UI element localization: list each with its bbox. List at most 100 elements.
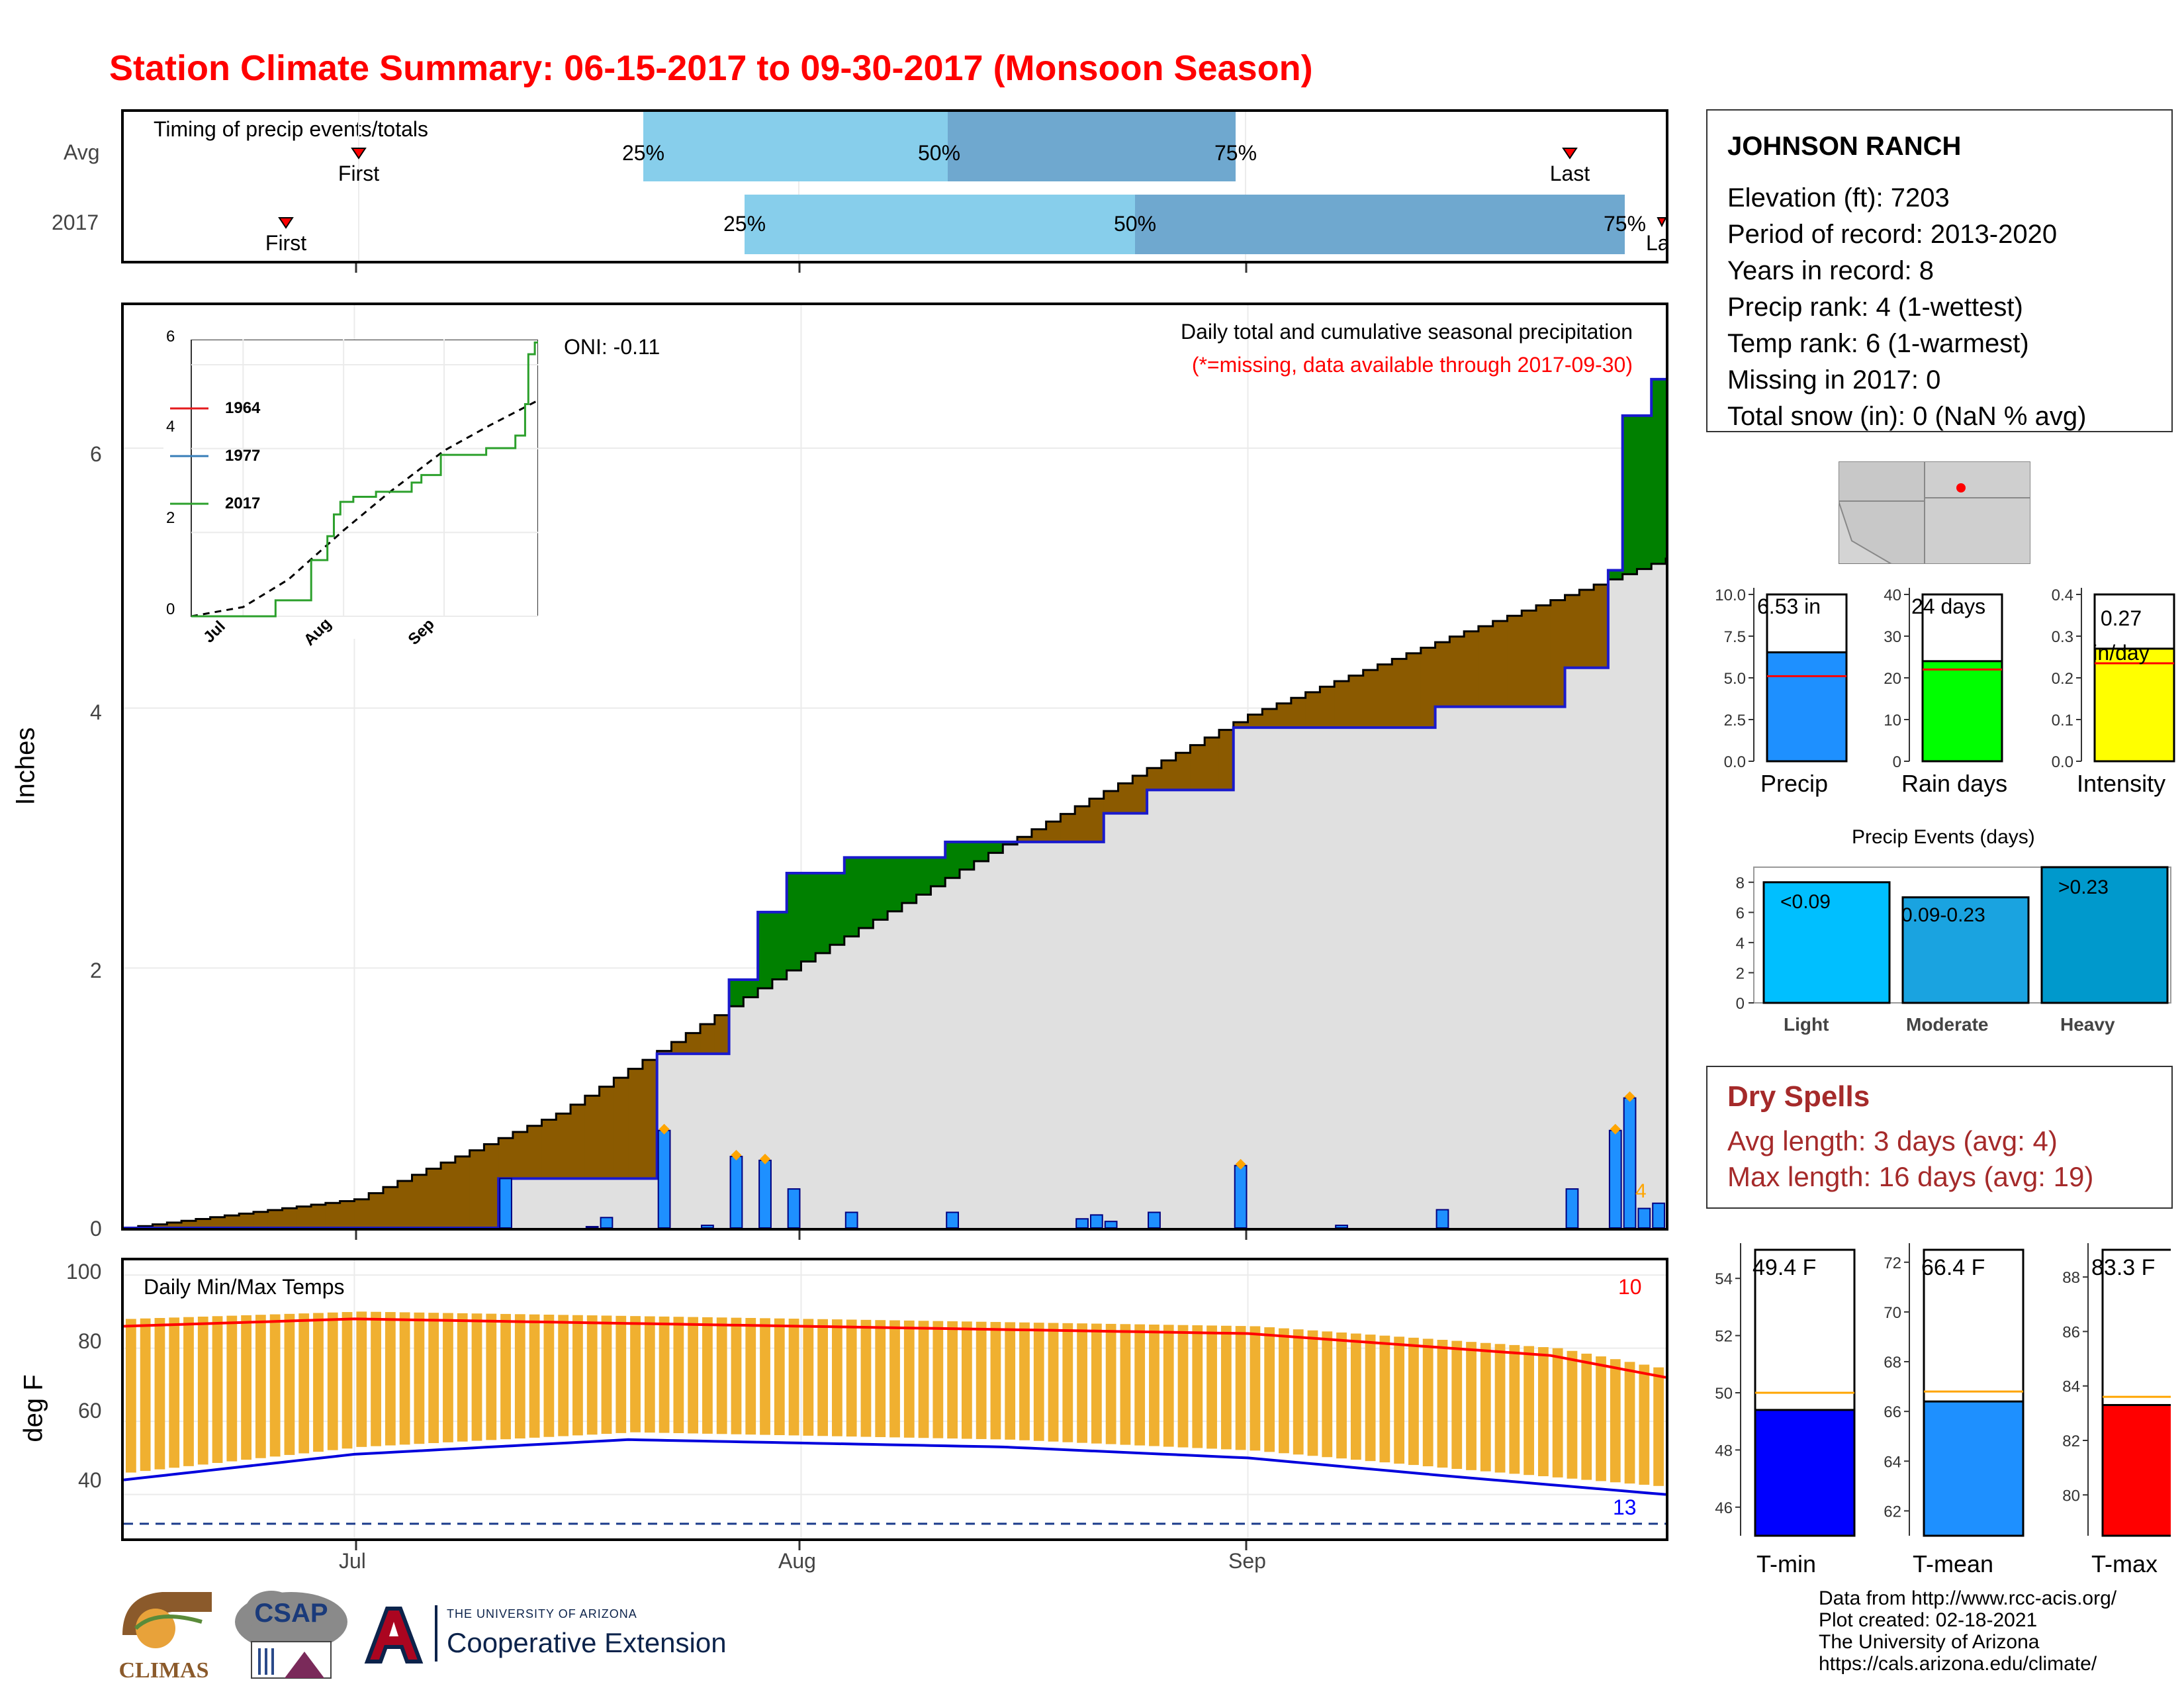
timing-chart: First Last 25% 50% 75% First La 25% 50% … (265, 112, 1666, 261)
deficit-band (671, 1042, 686, 1054)
deficit-band (1060, 814, 1075, 842)
deficit-band (152, 1224, 167, 1228)
precip-ytick-4: 4 (90, 700, 102, 724)
temp-range-bar (126, 1319, 136, 1473)
events-bar (2040, 866, 2169, 1004)
temp-range-bar (1350, 1333, 1361, 1460)
deficit-band (1017, 837, 1032, 842)
mini-tmin-xlabel: T-min (1756, 1550, 1816, 1577)
deficit-band (570, 1104, 586, 1179)
deficit-band (469, 1150, 484, 1228)
daily-precip-bar (1089, 1214, 1103, 1228)
temp-range-bar (1494, 1344, 1506, 1473)
mini-precip-bar (1921, 660, 2003, 763)
precip-ytick-6: 6 (90, 442, 102, 466)
temp-range-bar (947, 1321, 958, 1439)
temp-range-bar (903, 1320, 915, 1438)
extreme-marker (1624, 1091, 1635, 1102)
temp-range-bar (933, 1321, 944, 1438)
deficit-band (412, 1174, 427, 1228)
ua-small-label: THE UNIVERSITY OF ARIZONA (447, 1607, 637, 1620)
events-tick-label: 6 (1736, 904, 1745, 922)
inset-legend-1977: 1977 (225, 447, 261, 465)
surplus-band (887, 857, 903, 912)
mini-temp-bar (2101, 1404, 2171, 1537)
mini-precip-tick-label: 0.0 (1724, 753, 1746, 771)
temp-range-bar (529, 1314, 540, 1438)
mini-temp-tick-label: 52 (1715, 1328, 1733, 1346)
temp-range-bar (500, 1313, 511, 1440)
deficit-band (1161, 760, 1177, 790)
deficit-band (282, 1208, 297, 1228)
deficit-band (1218, 729, 1234, 790)
xtick-sep: Sep (1228, 1549, 1266, 1573)
deficit-band (1594, 585, 1609, 668)
temp-range-bar (976, 1321, 987, 1439)
daily-precip-bar (1148, 1211, 1161, 1228)
temp-range-bar (803, 1319, 814, 1436)
mini-precip-tick-label: 0.2 (2052, 670, 2073, 688)
inset-ytick-6: 6 (166, 328, 175, 346)
temp-range-bar (1538, 1347, 1549, 1477)
deficit-band (1565, 594, 1580, 668)
temp-range-bar (1048, 1323, 1059, 1442)
temp-range-bar (414, 1312, 425, 1444)
mini-precip-tick-label: 2.5 (1724, 712, 1746, 729)
csap-logo: CSAP (232, 1585, 351, 1685)
mini-temp-tick-label: 48 (1715, 1442, 1733, 1460)
temp-range-bar (760, 1318, 770, 1435)
temp-range-bar (284, 1313, 295, 1455)
temp-range-bar (990, 1322, 1001, 1440)
events-heavy-label: Heavy (2060, 1014, 2115, 1035)
temp-range-bar (1610, 1359, 1621, 1483)
dry-spells-avg: Avg length: 3 days (avg: 4) (1727, 1125, 2058, 1156)
timing-row-avg-label: Avg (64, 140, 100, 164)
inset-ytick-4: 4 (166, 418, 175, 436)
mini-raindays-value: 24 days (1911, 594, 1986, 618)
temp-range-bar (716, 1317, 727, 1434)
y2017-first-label: First (265, 231, 306, 255)
temp-range-bar (212, 1316, 223, 1464)
surplus-band (786, 872, 801, 971)
surplus-band (1608, 570, 1623, 580)
deficit-band (1435, 642, 1450, 707)
daily-precip-bar (787, 1188, 801, 1228)
temp-range-bar (1120, 1324, 1131, 1445)
mini-temp-tick-label: 66 (1884, 1403, 1901, 1421)
mini-precip-tick-label: 0.4 (2052, 586, 2073, 604)
deficit-band (628, 1068, 643, 1179)
surplus-band (729, 979, 744, 1007)
missing-note: (*=missing, data available through 2017-… (1191, 353, 1633, 377)
temp-range-bar (788, 1319, 799, 1436)
temp-range-bar (371, 1311, 381, 1446)
temp-range-bar (169, 1317, 180, 1468)
mini-precip-tick-label: 5.0 (1724, 670, 1746, 688)
surplus-band (974, 841, 989, 862)
temp-range-bar (298, 1313, 310, 1454)
deficit-band (426, 1168, 441, 1228)
temp-range-bar (889, 1320, 900, 1438)
deficit-band (397, 1181, 413, 1228)
timing-ticks (355, 263, 1248, 273)
mini-temp-tick-label: 68 (1884, 1354, 1901, 1372)
temp-range-bar (1192, 1325, 1203, 1448)
surplus-band (844, 857, 860, 937)
daily-precip-bar (701, 1225, 714, 1228)
deficit-band (1132, 775, 1148, 814)
temp-range-bar (1466, 1342, 1477, 1470)
mini-precip-tick-label: 0.1 (2052, 712, 2073, 729)
temp-range-bar (558, 1315, 569, 1436)
mini-precip-tick-label: 7.5 (1724, 628, 1746, 646)
temp-range-bar (1394, 1336, 1405, 1464)
temp-range-bar (1149, 1324, 1160, 1446)
deficit-band (325, 1203, 341, 1228)
temp-range-bar (457, 1313, 468, 1442)
deficit-band (224, 1215, 240, 1228)
tmin-avg-line (124, 1438, 1666, 1496)
deficit-band (1392, 659, 1407, 728)
deficit-band (1262, 709, 1277, 728)
surplus-band (873, 857, 888, 920)
temp-range-bar (269, 1314, 281, 1457)
xtick-jul: Jul (339, 1549, 366, 1573)
precip-panel: ONI: -0.11 Daily total and cumulative se… (121, 303, 1668, 1231)
